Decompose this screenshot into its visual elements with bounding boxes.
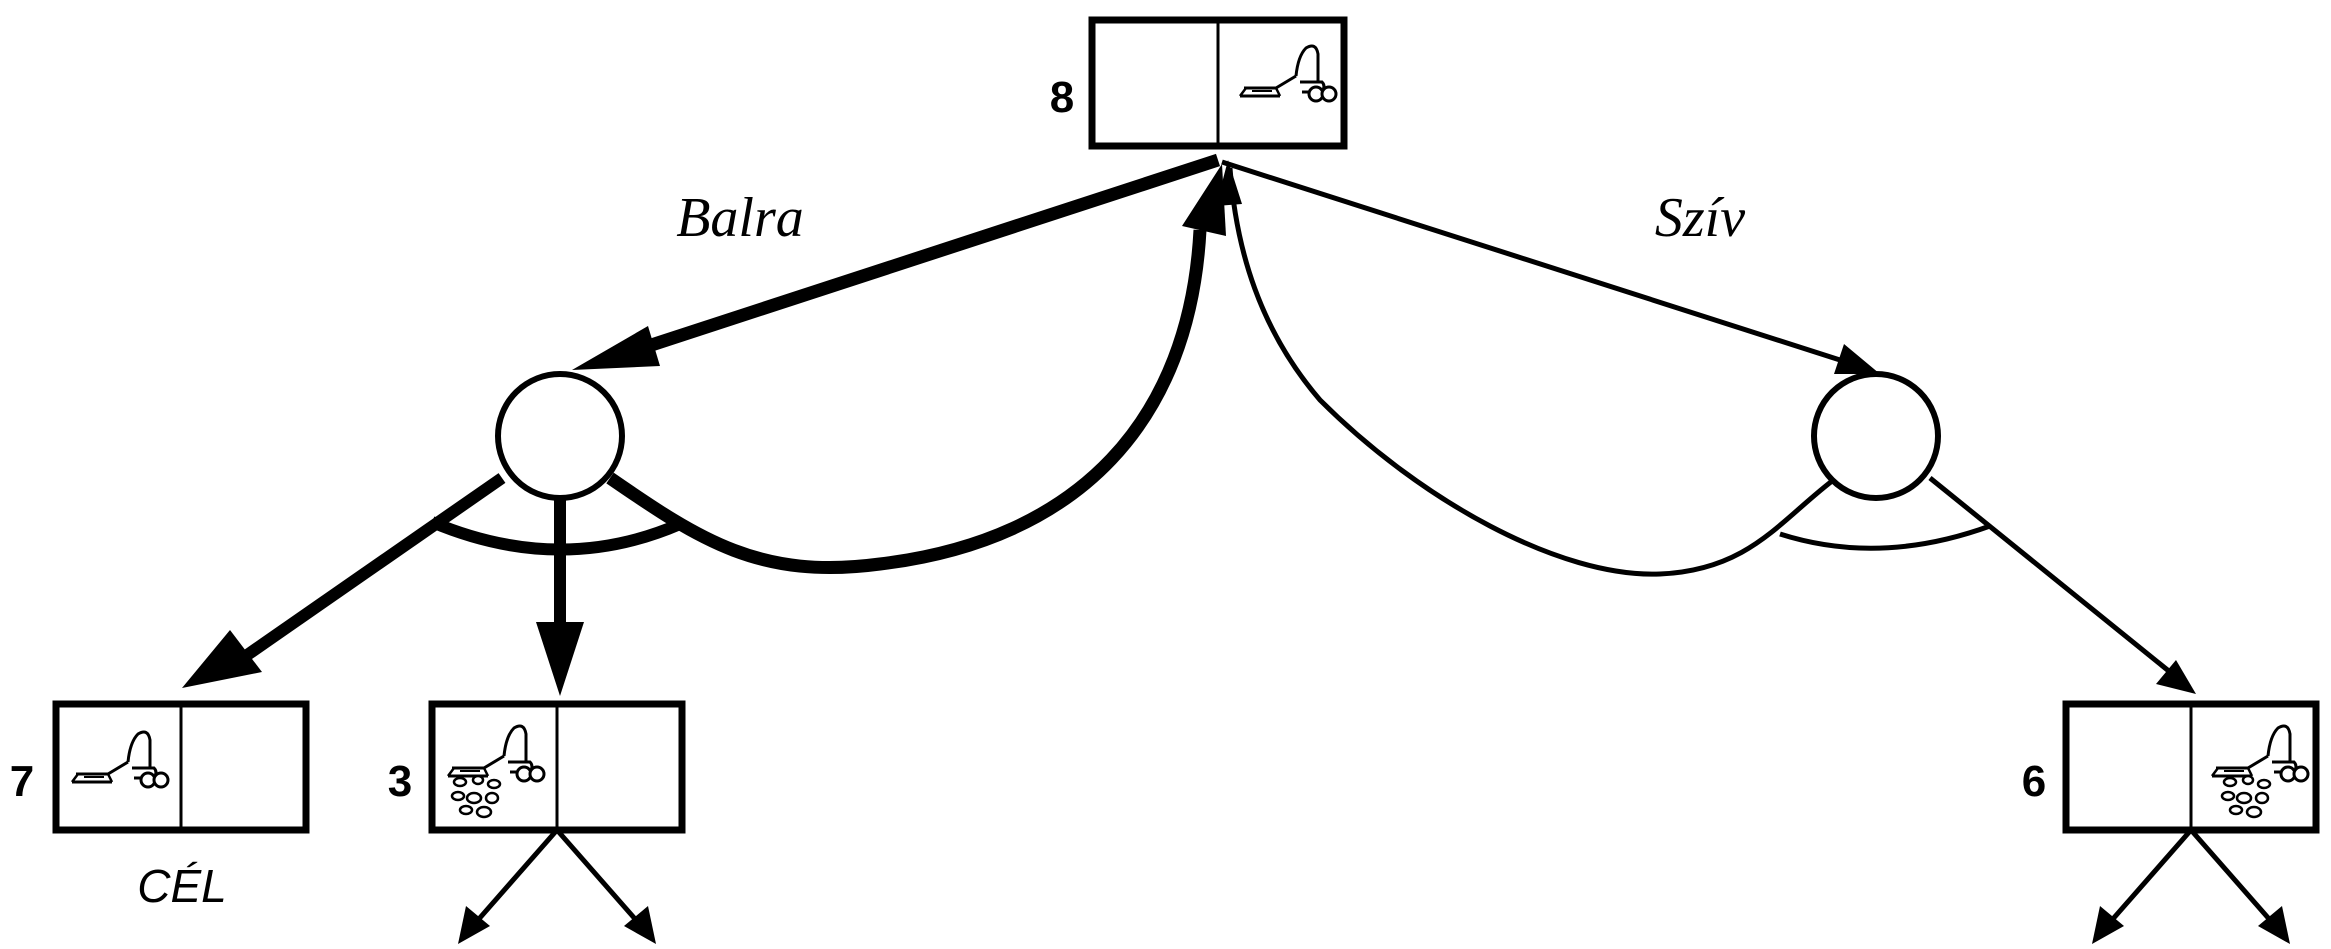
or-node-left — [495, 371, 625, 501]
edge-left-or-to-goal — [182, 473, 506, 688]
or-node-right — [1811, 371, 1941, 501]
state-root: 8 — [1050, 16, 1348, 150]
state-number: 7 — [10, 757, 34, 806]
expansion-arrows — [458, 828, 656, 944]
edge-root-to-left-or-node — [572, 153, 1221, 370]
state-left-middle: 3 — [388, 700, 686, 944]
action-label-left: Balra — [676, 187, 804, 249]
goal-caption: CÉL — [137, 860, 226, 912]
state-right: 6 — [2022, 700, 2320, 944]
and-arc-right — [1779, 523, 1991, 551]
edge-left-or-to-middle — [536, 500, 584, 696]
state-number: 8 — [1050, 73, 1074, 122]
action-label-right: Szív — [1655, 187, 1745, 249]
expansion-arrows — [2092, 828, 2290, 944]
edge-right-or-to-state-six — [1928, 476, 2196, 694]
and-arc-left — [429, 516, 683, 556]
state-number: 6 — [2022, 757, 2046, 806]
edge-right-or-loop-back-to-root — [1216, 160, 1838, 577]
state-left-goal: 7 CÉL — [10, 700, 310, 912]
edge-left-or-loop-back-to-root — [606, 164, 1226, 574]
state-number: 3 — [388, 757, 412, 806]
edge-root-to-right-or-node — [1221, 159, 1880, 374]
